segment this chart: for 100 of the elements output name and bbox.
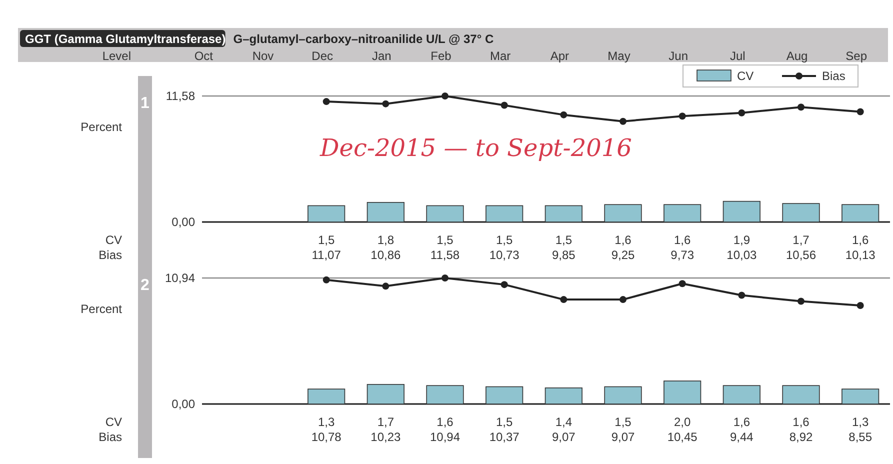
data-label: 9,07 bbox=[552, 430, 576, 444]
data-label: 1,7 bbox=[377, 415, 394, 429]
data-label: 9,44 bbox=[730, 430, 754, 444]
data-label: 10,56 bbox=[786, 248, 816, 262]
x-tick-label: Jan bbox=[372, 49, 392, 63]
point bbox=[678, 112, 686, 120]
data-label: 8,55 bbox=[848, 430, 872, 444]
data-label: 10,78 bbox=[311, 430, 342, 444]
data-label: 1,6 bbox=[614, 233, 632, 247]
bar bbox=[722, 385, 760, 404]
text: 2 bbox=[140, 277, 150, 294]
point bbox=[678, 280, 686, 288]
data-label: 10,94 bbox=[430, 430, 460, 444]
data-label: 1,6 bbox=[733, 415, 750, 429]
text: 1 bbox=[140, 95, 150, 112]
x-tick-label: Dec bbox=[312, 49, 334, 63]
data-label: 11,58 bbox=[430, 248, 460, 262]
data-label: 10,13 bbox=[845, 248, 876, 262]
point bbox=[856, 302, 864, 310]
point bbox=[798, 104, 804, 111]
data-label: 1,5 bbox=[436, 233, 454, 247]
y-axis-title: Percent bbox=[80, 302, 123, 316]
bar bbox=[604, 386, 642, 404]
point bbox=[856, 108, 864, 116]
data-label: 10,23 bbox=[370, 430, 402, 444]
y-axis-title: Percent bbox=[80, 120, 123, 134]
data-label: 1,5 bbox=[555, 233, 572, 247]
bar bbox=[544, 387, 582, 404]
data-label: 10,37 bbox=[489, 430, 520, 444]
y-tick-label: 10,94 bbox=[164, 271, 196, 285]
data-label: 1,6 bbox=[792, 415, 810, 429]
data-label: 1,8 bbox=[377, 233, 394, 247]
point bbox=[322, 98, 330, 106]
data-label: 10,86 bbox=[370, 248, 402, 262]
point bbox=[442, 274, 448, 282]
data-label: 10,03 bbox=[726, 248, 758, 262]
x-tick-label: Oct bbox=[194, 49, 214, 63]
data-label: 1,5 bbox=[318, 233, 335, 247]
x-tick-label: Feb bbox=[430, 49, 452, 63]
point bbox=[738, 292, 746, 299]
x-tick-label: Jun bbox=[668, 49, 688, 63]
data-label: 1,5 bbox=[496, 233, 513, 247]
data-label: 9,73 bbox=[670, 248, 694, 262]
text: Level bbox=[102, 49, 131, 63]
legend-label: Bias bbox=[822, 69, 846, 83]
data-label: 1,5 bbox=[614, 415, 632, 429]
point bbox=[382, 100, 390, 108]
x-tick-label: Jul bbox=[730, 49, 746, 63]
point bbox=[382, 282, 390, 290]
data-label: 1,7 bbox=[792, 233, 810, 247]
data-label: 1,6 bbox=[674, 233, 691, 247]
x-tick-label: Apr bbox=[550, 49, 570, 63]
bar bbox=[664, 380, 702, 404]
text: CV bbox=[105, 415, 122, 429]
chart-title: GGT (Gamma Glutamyltransferase) bbox=[25, 32, 226, 46]
chart-subtitle: G–glutamyl–carboxy–nitroanilide U/L @ 37° C bbox=[233, 32, 494, 46]
point bbox=[560, 111, 568, 118]
data-label: 10,45 bbox=[667, 430, 698, 444]
annotation: Dec-2015 — to Sept-2016 bbox=[319, 134, 632, 162]
bar bbox=[308, 388, 346, 404]
data-label: 1,3 bbox=[852, 415, 869, 429]
data-label: 10,73 bbox=[489, 248, 520, 262]
point bbox=[798, 298, 804, 305]
x-tick-label: Sep bbox=[846, 49, 868, 63]
legend-label: CV bbox=[737, 69, 754, 83]
bar bbox=[426, 385, 464, 404]
point bbox=[620, 296, 626, 304]
data-label: 1,4 bbox=[555, 415, 572, 429]
data-label: 2,0 bbox=[674, 415, 691, 429]
point bbox=[500, 102, 508, 109]
point bbox=[560, 296, 568, 304]
data-label: 9,85 bbox=[552, 248, 576, 262]
x-tick-label: Nov bbox=[252, 49, 274, 63]
bar bbox=[842, 388, 880, 404]
y-tick-label: 0,00 bbox=[172, 397, 196, 411]
data-label: 9,07 bbox=[611, 430, 635, 444]
data-label: 1,6 bbox=[852, 233, 869, 247]
point bbox=[620, 118, 626, 125]
bar bbox=[486, 386, 524, 404]
bar bbox=[366, 384, 404, 404]
data-label: 8,92 bbox=[789, 430, 813, 444]
data-label: 1,5 bbox=[496, 415, 513, 429]
x-tick-label: Aug bbox=[786, 49, 808, 63]
text: Bias bbox=[98, 248, 122, 262]
y-tick-label: 11,58 bbox=[166, 89, 196, 103]
x-tick-label: May bbox=[608, 49, 630, 63]
text: Bias bbox=[98, 430, 122, 444]
point bbox=[500, 281, 508, 288]
text: CV bbox=[105, 233, 122, 247]
data-label: 1,3 bbox=[318, 415, 335, 429]
point bbox=[442, 92, 448, 100]
point bbox=[322, 276, 330, 284]
data-label: 1,6 bbox=[436, 415, 454, 429]
data-label: 11,07 bbox=[312, 248, 342, 262]
data-label: 1,9 bbox=[733, 233, 750, 247]
x-tick-label: Mar bbox=[490, 49, 511, 63]
data-label: 9,25 bbox=[611, 248, 635, 262]
bar bbox=[782, 385, 820, 404]
point bbox=[738, 109, 746, 116]
y-tick-label: 0,00 bbox=[172, 215, 196, 229]
